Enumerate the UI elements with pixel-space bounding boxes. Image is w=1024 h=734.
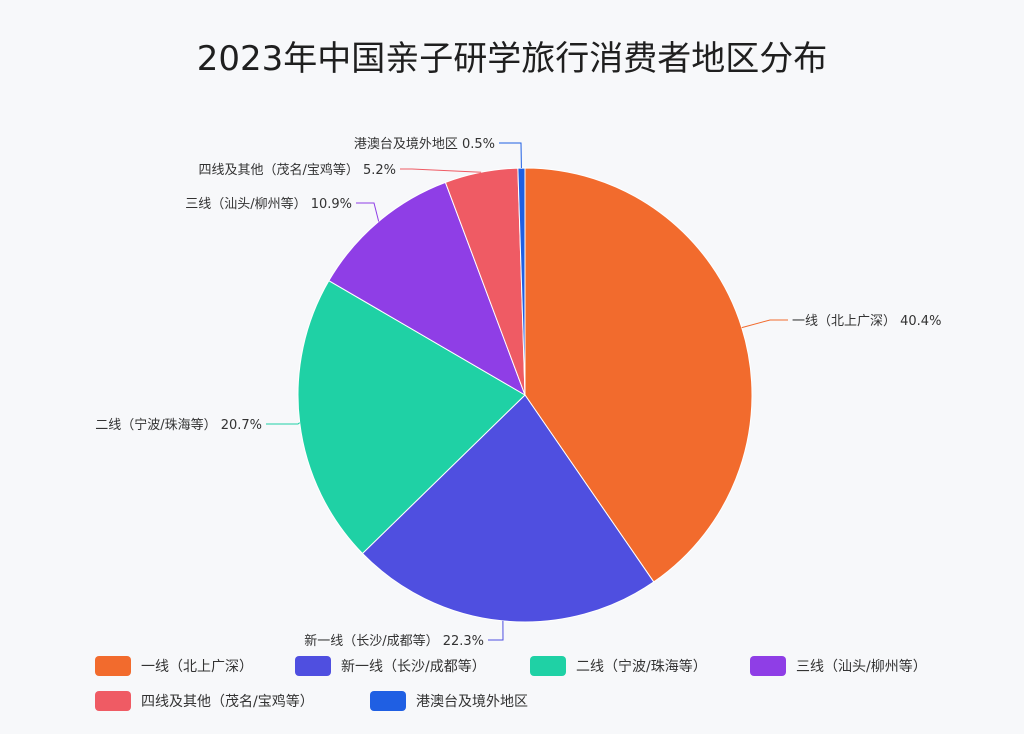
legend-swatch xyxy=(530,656,566,676)
legend-item[interactable]: 二线（宁波/珠海等） xyxy=(530,656,707,676)
leader-line xyxy=(266,422,301,425)
slice-label: 二线（宁波/珠海等） 20.7% xyxy=(95,417,262,433)
pie-slice xyxy=(517,167,526,396)
slice-label: 一线（北上广深） 40.4% xyxy=(792,314,941,329)
slice-labels: 一线（北上广深） 40.4% 新一线（长沙/成都等） 22.3% 二线（宁波/珠海等… xyxy=(95,136,941,649)
legend: 一线（北上广深） 新一线（长沙/成都等） 二线（宁波/珠海等） 三线（汕头/柳州等） 四… xyxy=(95,656,927,711)
legend-swatch xyxy=(295,656,331,676)
slice-label: 港澳台及境外地区 0.5% xyxy=(354,136,495,152)
leader-lines xyxy=(266,142,788,641)
slice-label: 四线及其他（茂名/宝鸡等） 5.2% xyxy=(198,162,396,178)
legend-label: 三线（汕头/柳州等） xyxy=(796,658,927,675)
legend-item[interactable]: 新一线（长沙/成都等） xyxy=(295,656,486,676)
pie-slice xyxy=(328,181,526,397)
legend-label: 一线（北上广深） xyxy=(141,659,253,675)
legend-item[interactable]: 三线（汕头/柳州等） xyxy=(750,656,927,676)
leader-line xyxy=(400,168,482,173)
leader-line xyxy=(356,202,380,222)
leader-line xyxy=(499,142,522,169)
pie-slice xyxy=(524,167,753,583)
leader-line xyxy=(741,319,788,329)
legend-item[interactable]: 四线及其他（茂名/宝鸡等） xyxy=(95,691,314,711)
legend-swatch xyxy=(95,656,131,676)
legend-swatch xyxy=(370,691,406,711)
legend-item[interactable]: 港澳台及境外地区 xyxy=(370,691,528,711)
legend-label: 四线及其他（茂名/宝鸡等） xyxy=(141,693,314,710)
leader-line xyxy=(488,620,504,641)
chart-title: 2023年中国亲子研学旅行消费者地区分布 xyxy=(197,39,828,79)
legend-label: 港澳台及境外地区 xyxy=(416,694,528,710)
legend-swatch xyxy=(750,656,786,676)
legend-label: 新一线（长沙/成都等） xyxy=(341,658,486,675)
pie-slices xyxy=(297,167,753,623)
legend-swatch xyxy=(95,691,131,711)
legend-item[interactable]: 一线（北上广深） xyxy=(95,656,253,676)
slice-label: 三线（汕头/柳州等） 10.9% xyxy=(185,196,352,212)
slice-label: 新一线（长沙/成都等） 22.3% xyxy=(304,633,484,649)
legend-label: 二线（宁波/珠海等） xyxy=(576,658,707,675)
